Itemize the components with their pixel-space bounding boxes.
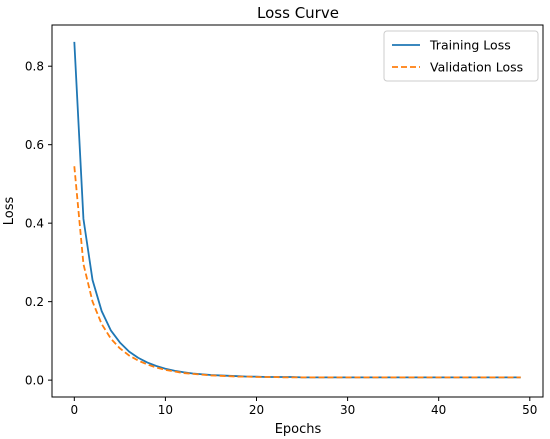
plot-frame — [51, 24, 544, 398]
x-tick-label: 40 — [431, 403, 446, 417]
chart-title: Loss Curve — [257, 4, 339, 22]
y-axis-label: Loss — [2, 197, 17, 226]
x-tick-label: 10 — [158, 403, 173, 417]
x-tick-label: 30 — [340, 403, 355, 417]
plot-area — [73, 41, 521, 379]
y-tick-label: 0.8 — [25, 60, 44, 74]
x-axis-ticks: 0 10 20 30 40 50 — [70, 397, 537, 417]
x-tick-label: 50 — [522, 403, 537, 417]
y-tick-label: 0.2 — [25, 295, 44, 309]
series-line-validation-loss — [73, 166, 521, 379]
legend-box — [383, 30, 539, 82]
y-tick-label: 0.0 — [25, 374, 44, 388]
y-axis-ticks: 0.0 0.2 0.4 0.6 0.8 — [25, 60, 52, 388]
x-tick-label: 0 — [70, 403, 78, 417]
legend-label-training-loss: Training Loss — [429, 38, 511, 53]
y-tick-label: 0.6 — [25, 138, 44, 152]
legend: Training Loss Validation Loss — [383, 30, 539, 82]
x-axis-label: Epochs — [275, 422, 322, 437]
x-tick-label: 20 — [249, 403, 264, 417]
y-tick-label: 0.4 — [25, 217, 44, 231]
legend-label-validation-loss: Validation Loss — [430, 60, 523, 75]
